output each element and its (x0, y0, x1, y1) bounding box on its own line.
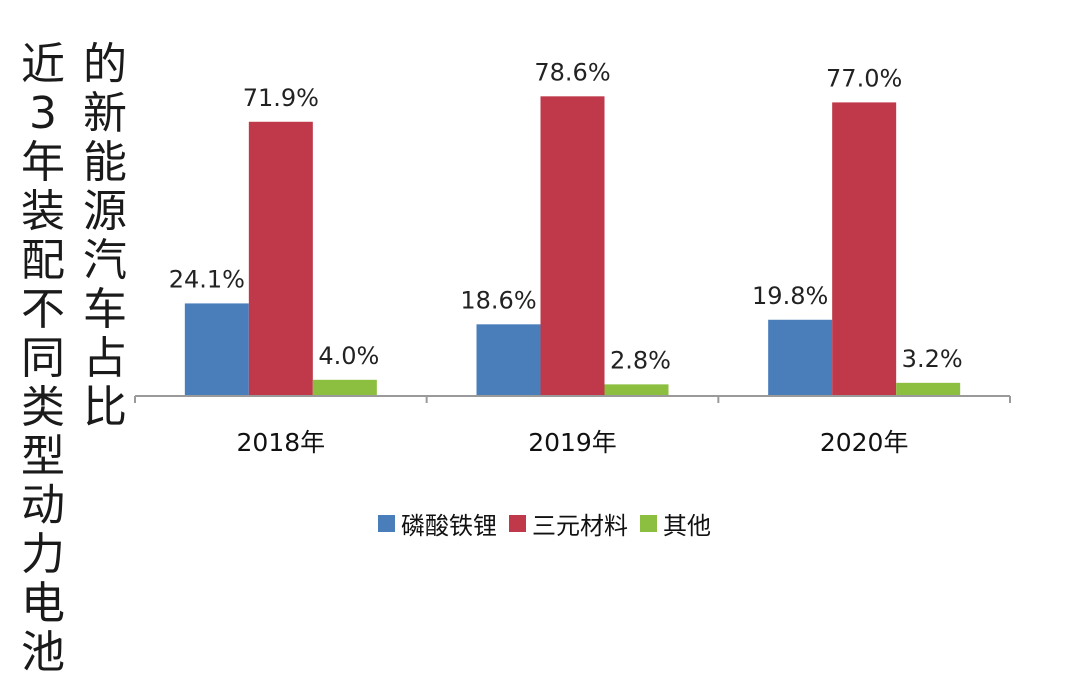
data-label-ternary-2: 77.0% (826, 64, 902, 92)
bar-other-1 (604, 384, 669, 395)
legend-swatch-ternary (509, 515, 526, 532)
legend-item-ternary: 三元材料 (509, 506, 628, 541)
bar-ternary-2 (832, 102, 897, 396)
bar-lfp-1 (476, 324, 541, 395)
legend: 磷酸铁锂 三元材料 其他 (378, 506, 723, 541)
bar-lfp-2 (768, 319, 833, 395)
legend-item-lfp: 磷酸铁锂 (378, 506, 497, 541)
legend-swatch-lfp (378, 515, 395, 532)
legend-item-other: 其他 (640, 506, 711, 541)
data-label-lfp-1: 18.6% (460, 286, 536, 314)
bar-ternary-0 (248, 121, 313, 395)
data-label-other-1: 2.8% (610, 346, 671, 374)
bar-chart: 24.1% 71.9% 4.0% 2018年 18.6% 78.6% 2.8% 2019年 19… (134, 58, 1011, 457)
x-tick-label-2: 2020年 (820, 428, 909, 457)
y-axis-label-line-2: 的新能源汽车占比 (83, 39, 127, 433)
bar-other-0 (312, 379, 377, 395)
x-tick-label-0: 2018年 (237, 428, 326, 457)
data-label-lfp-2: 19.8% (752, 282, 828, 310)
data-label-other-0: 4.0% (318, 342, 379, 370)
legend-label-ternary: 三元材料 (532, 512, 628, 540)
data-label-lfp-0: 24.1% (169, 265, 245, 293)
bar-lfp-0 (184, 303, 249, 395)
legend-swatch-other (640, 515, 657, 532)
bar-other-2 (896, 382, 961, 395)
bar-ternary-1 (540, 96, 605, 395)
legend-label-lfp: 磷酸铁锂 (401, 512, 497, 540)
data-label-ternary-0: 71.9% (243, 84, 319, 112)
x-tick-label-1: 2019年 (528, 428, 617, 457)
data-label-other-2: 3.2% (902, 345, 963, 373)
data-label-ternary-1: 78.6% (534, 58, 610, 86)
legend-label-other: 其他 (663, 512, 711, 540)
